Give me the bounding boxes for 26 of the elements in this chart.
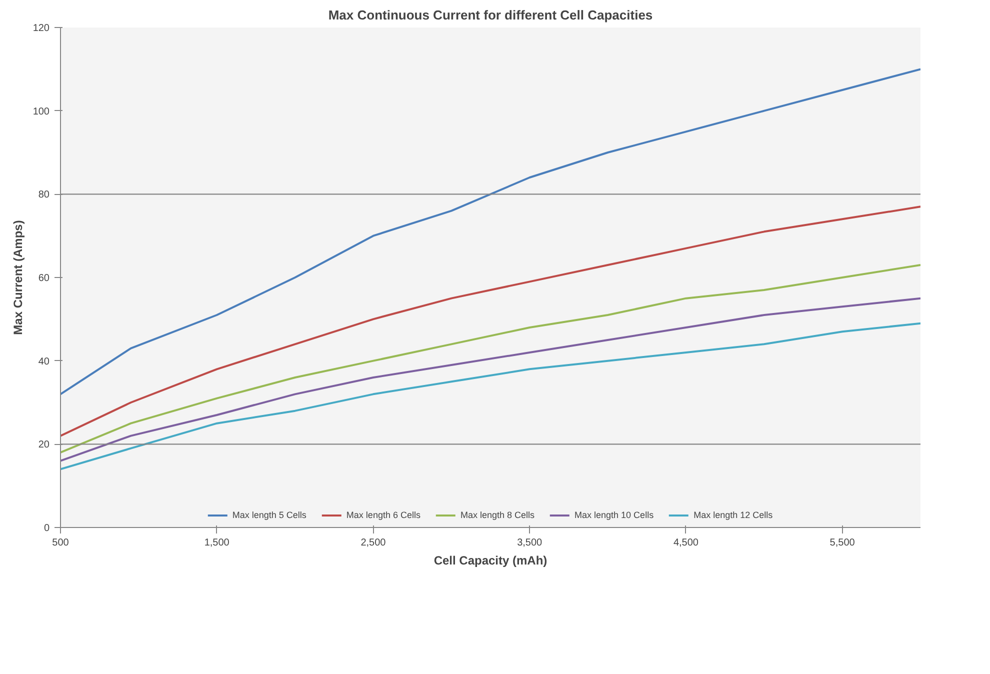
x-axis-title: Cell Capacity (mAh) xyxy=(434,554,548,568)
y-tick-label: 120 xyxy=(32,23,50,34)
x-tick-label: 2,500 xyxy=(360,538,386,548)
legend-label: Max length 12 Cells xyxy=(694,510,773,520)
legend-label: Max length 5 Cells xyxy=(232,510,306,520)
x-tick-label: 4,500 xyxy=(673,538,699,548)
line-series xyxy=(60,68,920,396)
y-axis-title: Max Current (Amps) xyxy=(10,220,25,335)
legend-label: Max length 8 Cells xyxy=(460,510,535,520)
legend-label: Max length 6 Cells xyxy=(346,510,420,520)
x-tick-label: 3,500 xyxy=(517,538,543,548)
y-tick-label: 100 xyxy=(32,106,50,118)
y-tick-label: 60 xyxy=(38,273,50,284)
x-tick-label: 500 xyxy=(52,538,70,548)
line-series xyxy=(60,264,920,454)
x-tick-label: 1,500 xyxy=(204,538,230,548)
y-tick-label: 40 xyxy=(38,356,50,368)
line-series xyxy=(60,322,920,470)
x-tick-label: 5,500 xyxy=(830,538,856,548)
legend-label: Max length 10 Cells xyxy=(574,510,654,520)
y-tick-label: 0 xyxy=(44,523,50,534)
line-series xyxy=(60,297,920,462)
line-series xyxy=(60,206,920,437)
y-tick-label: 80 xyxy=(38,190,50,201)
y-tick-label: 20 xyxy=(38,440,50,451)
chart-title: Max Continuous Current for different Cell Capacities xyxy=(328,8,653,22)
